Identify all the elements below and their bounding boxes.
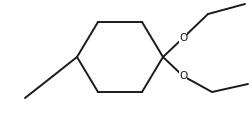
Text: O: O	[179, 33, 187, 43]
Text: O: O	[179, 71, 187, 81]
